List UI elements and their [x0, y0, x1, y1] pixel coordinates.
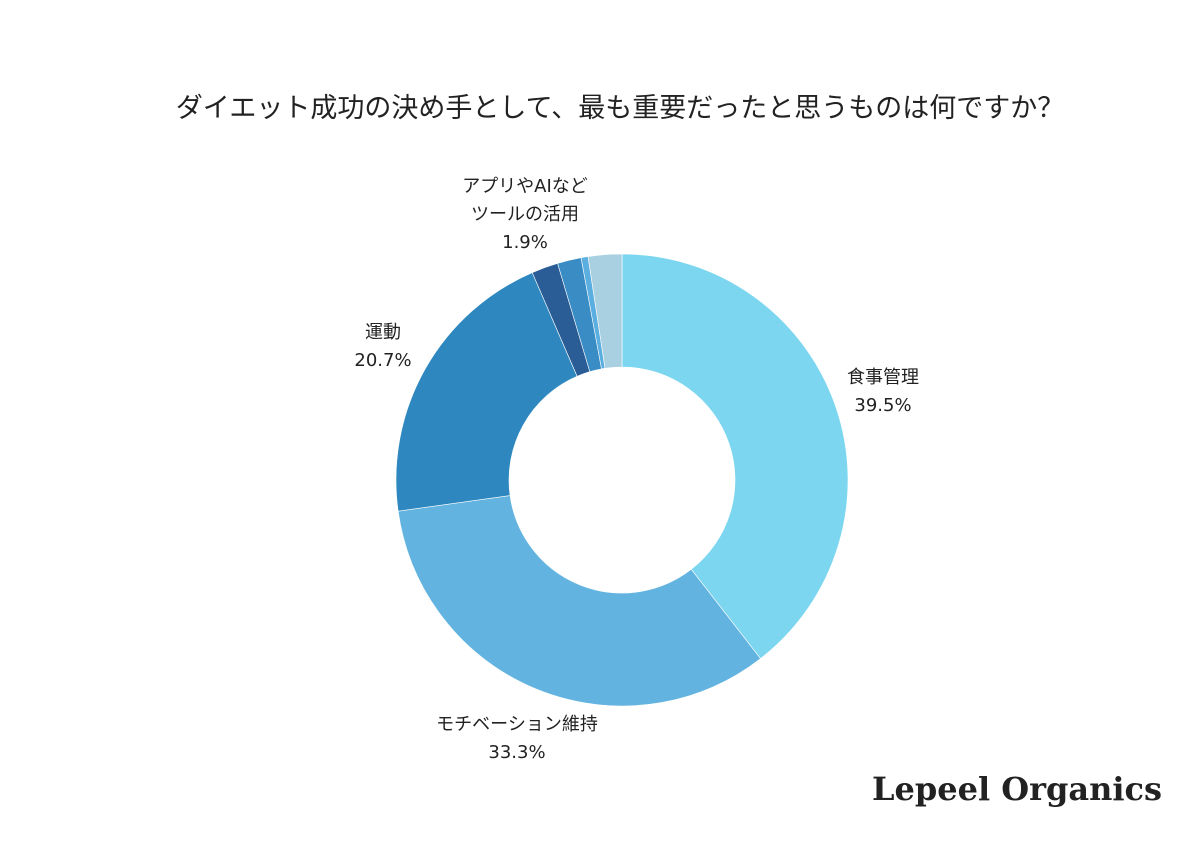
value-label: 39.5%: [854, 395, 912, 416]
segment-label: アプリやAIなど ツールの活用: [462, 176, 588, 225]
segment-label: モチベーション維持: [436, 714, 598, 735]
donut-segment: [397, 495, 761, 707]
donut-segment: [587, 253, 623, 369]
brand: Lepeel Organics: [871, 770, 1162, 808]
donut-segment: [621, 253, 849, 659]
segment-label: 運動: [365, 322, 401, 343]
donut-segment: [395, 272, 578, 512]
chart-title: ダイエット成功の決め手として、最も重要だったと思うものは何ですか？: [175, 93, 1065, 124]
value-label: 33.3%: [488, 742, 546, 763]
value-label: 1.9%: [502, 232, 548, 253]
segment-label: 食事管理: [847, 367, 919, 388]
value-label: 20.7%: [354, 350, 412, 371]
